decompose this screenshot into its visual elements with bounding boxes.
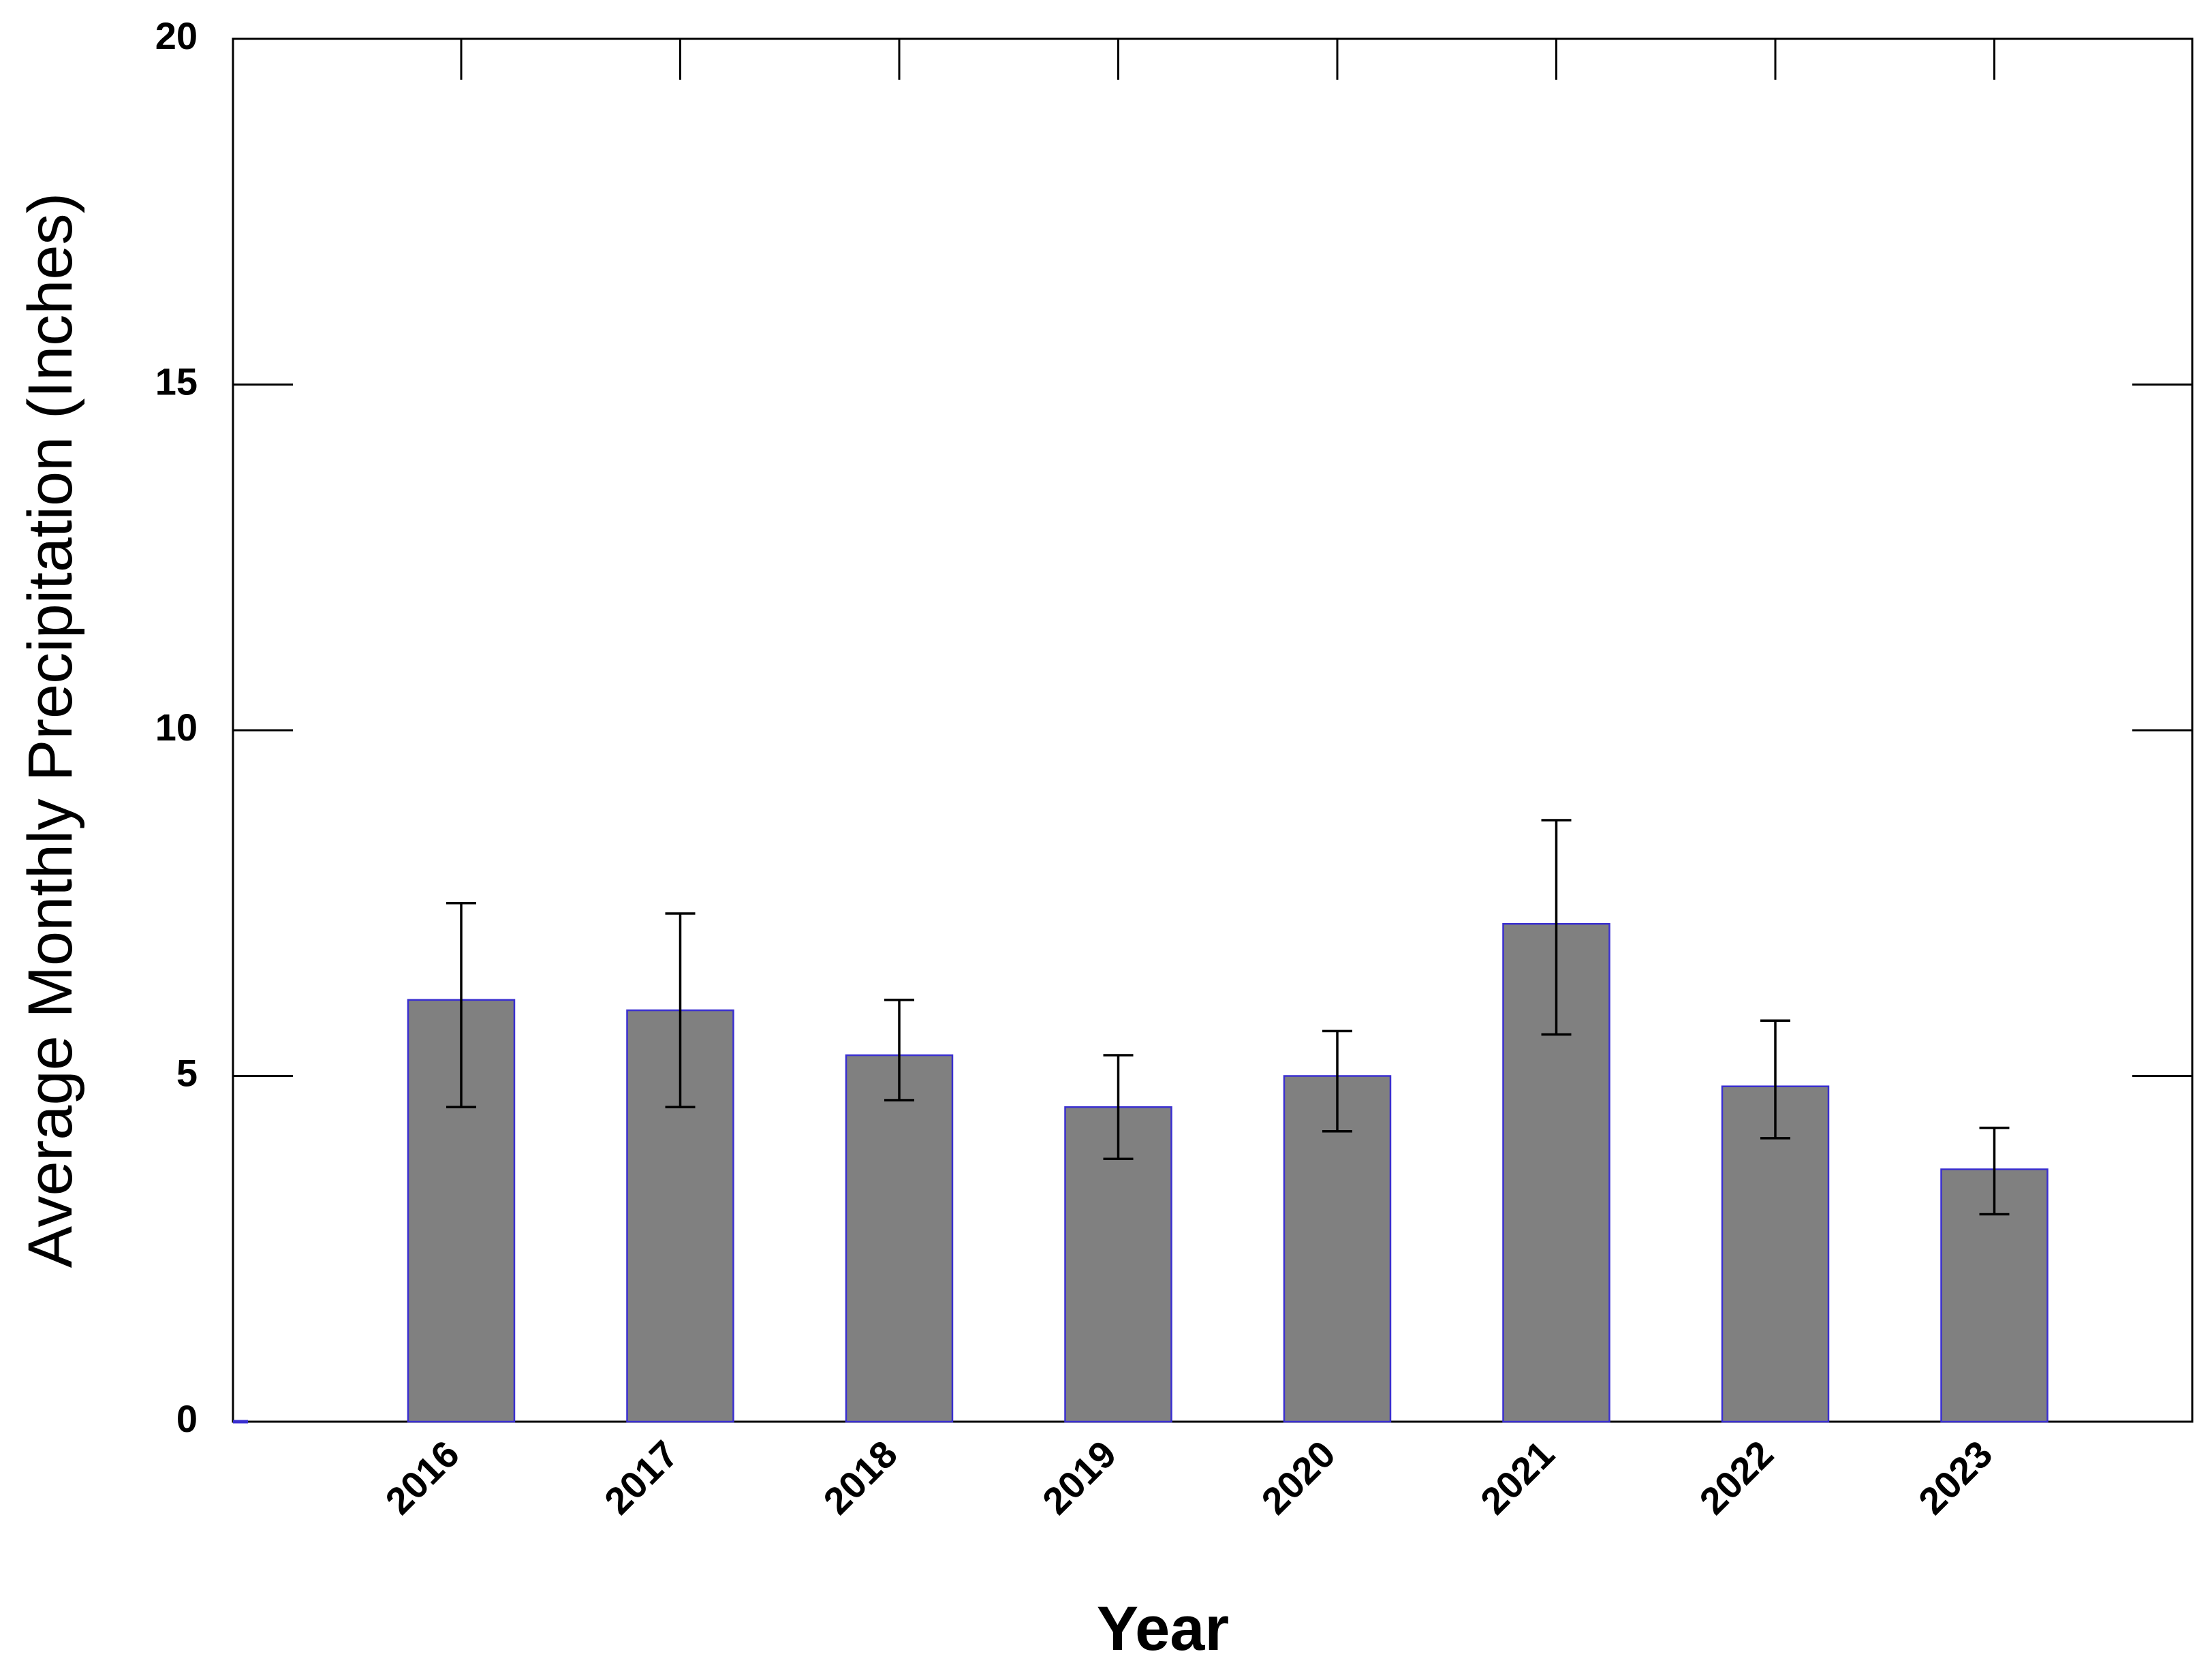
y-tick-labels: 0 5 10 15 20 (155, 14, 198, 1440)
error-bars-layer (446, 819, 2010, 1216)
y-tick-label-5: 5 (176, 1051, 198, 1094)
x-axis-label: Year (1097, 1594, 1229, 1664)
error-bar-2018 (884, 999, 914, 1102)
x-tick-label-2019: 2019 (1034, 1432, 1125, 1522)
bar-2022 (1721, 1085, 1830, 1423)
x-tick-labels: 2016 2017 2018 2019 2020 2021 2022 2023 (377, 1432, 2000, 1522)
bar-2020 (1283, 1075, 1392, 1423)
bar-2018 (845, 1054, 954, 1423)
x-tick-label-2017: 2017 (596, 1432, 687, 1522)
y-axis-label: Average Monthly Precipitation (Inches) (16, 193, 85, 1268)
y-tick-label-0: 0 (176, 1397, 198, 1440)
error-bar-2020 (1322, 1029, 1352, 1133)
y-tick-label-15: 15 (155, 360, 198, 403)
x-tick-label-2021: 2021 (1472, 1432, 1563, 1522)
x-tick-label-2016: 2016 (377, 1432, 467, 1522)
error-bar-2017 (665, 912, 696, 1108)
y-tick-label-10: 10 (155, 706, 198, 749)
x-tick-label-2018: 2018 (815, 1432, 905, 1522)
x-tick-label-2022: 2022 (1691, 1432, 1781, 1522)
y-tick-label-20: 20 (155, 14, 198, 57)
x-tick-label-2020: 2020 (1253, 1432, 1343, 1522)
error-bar-2021 (1541, 819, 1572, 1036)
error-bar-2016 (446, 902, 476, 1108)
plot-area (232, 37, 2194, 1423)
ticks-layer (233, 39, 2192, 1424)
x-tick-label-2023: 2023 (1910, 1432, 2001, 1522)
error-bar-2019 (1103, 1054, 1134, 1161)
error-bar-2023 (1979, 1126, 2010, 1216)
error-bar-2022 (1760, 1019, 1790, 1140)
